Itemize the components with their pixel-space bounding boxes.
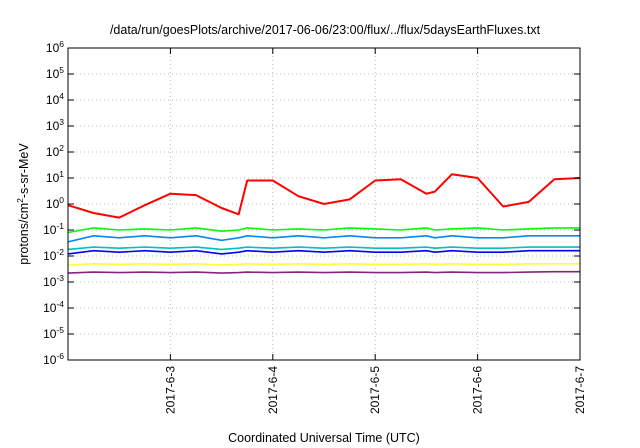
- series-layer: [67, 173, 581, 274]
- series-line: [67, 227, 580, 234]
- chart-title: /data/run/goesPlots/archive/2017-06-06/2…: [110, 23, 541, 37]
- y-tick-label: 102: [46, 143, 64, 159]
- y-tick-label: 106: [46, 39, 64, 55]
- y-axis-label: protons/cm2-s-sr-MeV: [15, 143, 31, 265]
- x-axis-label: Coordinated Universal Time (UTC): [228, 431, 420, 445]
- y-axis-label-base: protons/cm: [17, 203, 31, 265]
- y-tick-label: 10-1: [43, 221, 64, 237]
- y-tick-label: 103: [46, 117, 64, 133]
- series-line: [67, 235, 580, 243]
- x-axis: 2017-6-3 2017-6-4 2017-6-5 2017-6-6 2017-6-7: [163, 48, 587, 414]
- y-tick-label: 101: [46, 169, 64, 185]
- y-axis: 10-6 10-5 10-4 10-3 10-2 10-1 100 101 102 103 104 1…: [43, 39, 580, 367]
- y-tick-label: 10-4: [43, 299, 64, 315]
- y-tick-label: 10-2: [43, 247, 64, 263]
- x-tick-label: 2017-6-5: [368, 366, 382, 414]
- y-tick-label: 105: [46, 65, 64, 81]
- y-axis-label-sup: 2: [15, 198, 25, 203]
- y-axis-label-rest: -s-sr-MeV: [17, 143, 31, 199]
- y-tick-label: 10-5: [43, 325, 64, 341]
- y-tick-label: 10-6: [43, 351, 64, 367]
- y-tick-label: 10-3: [43, 273, 64, 289]
- series-line: [67, 249, 580, 255]
- x-tick-label: 2017-6-7: [573, 366, 587, 414]
- y-tick-label: 104: [46, 91, 64, 107]
- x-tick-label: 2017-6-3: [163, 366, 177, 414]
- x-tick-label: 2017-6-4: [266, 366, 280, 414]
- series-line: [67, 173, 581, 219]
- y-tick-label: 100: [46, 195, 64, 211]
- x-tick-label: 2017-6-6: [471, 366, 485, 414]
- series-line: [67, 262, 580, 266]
- series-line: [67, 270, 580, 274]
- series-line: [67, 246, 580, 251]
